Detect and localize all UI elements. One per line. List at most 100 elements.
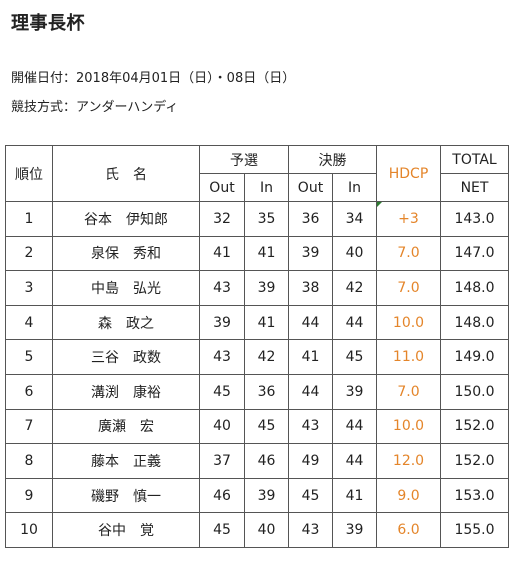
qualifier-out-cell: 45 bbox=[199, 373, 245, 410]
name-cell: 谷本 伊知郎 bbox=[52, 201, 200, 237]
hdcp-header: HDCP bbox=[376, 145, 441, 202]
comment-marker bbox=[377, 202, 382, 207]
table-row: 2 泉保 秀和 41 41 39 40 7.0 147.0 bbox=[5, 235, 509, 272]
qualifier-in-cell: 41 bbox=[244, 235, 289, 272]
net-cell: 148.0 bbox=[440, 304, 509, 341]
event-date: 開催日付：2018年04月01日（日）・08日（日） bbox=[11, 71, 296, 86]
final-out-cell: 43 bbox=[288, 512, 333, 548]
table-row: 7 廣瀬 宏 40 45 43 44 10.0 152.0 bbox=[5, 408, 509, 445]
rank-cell: 8 bbox=[5, 443, 53, 479]
qualifier-out-cell: 46 bbox=[199, 477, 245, 514]
final-out-header: Out bbox=[288, 173, 333, 202]
net-cell: 150.0 bbox=[440, 373, 509, 410]
final-out-cell: 45 bbox=[288, 477, 333, 514]
final-in-cell: 41 bbox=[332, 477, 377, 514]
hdcp-cell: 11.0 bbox=[376, 339, 441, 375]
final-out-cell: 39 bbox=[288, 235, 333, 272]
final-in-cell: 39 bbox=[332, 512, 377, 548]
rank-cell: 2 bbox=[5, 235, 53, 272]
qualifier-out-header: Out bbox=[199, 173, 245, 202]
qualifier-header: 予選 bbox=[199, 145, 289, 174]
qualifier-in-header: In bbox=[244, 173, 289, 202]
hdcp-cell: 7.0 bbox=[376, 373, 441, 410]
table-row: 9 磯野 慎一 46 39 45 41 9.0 153.0 bbox=[5, 477, 509, 514]
rank-header: 順位 bbox=[5, 145, 53, 202]
table-row: 5 三谷 政数 43 42 41 45 11.0 149.0 bbox=[5, 339, 509, 375]
net-cell: 152.0 bbox=[440, 408, 509, 445]
name-cell: 中島 弘光 bbox=[52, 270, 200, 306]
final-out-cell: 38 bbox=[288, 270, 333, 306]
hdcp-cell: 9.0 bbox=[376, 477, 441, 514]
table-row: 3 中島 弘光 43 39 38 42 7.0 148.0 bbox=[5, 270, 509, 306]
name-cell: 三谷 政数 bbox=[52, 339, 200, 375]
name-cell: 谷中 覚 bbox=[52, 512, 200, 548]
hdcp-cell: 7.0 bbox=[376, 270, 441, 306]
qualifier-in-cell: 40 bbox=[244, 512, 289, 548]
final-header: 決勝 bbox=[288, 145, 377, 174]
qualifier-out-cell: 43 bbox=[199, 339, 245, 375]
qualifier-out-cell: 41 bbox=[199, 235, 245, 272]
final-in-cell: 34 bbox=[332, 201, 377, 237]
competition-format: 競技方式：アンダーハンディ bbox=[11, 100, 179, 115]
hdcp-cell: 7.0 bbox=[376, 235, 441, 272]
qualifier-in-cell: 46 bbox=[244, 443, 289, 479]
net-cell: 153.0 bbox=[440, 477, 509, 514]
net-cell: 155.0 bbox=[440, 512, 509, 548]
table-row: 1 谷本 伊知郎 32 35 36 34 +3 143.0 bbox=[5, 201, 509, 237]
final-in-cell: 45 bbox=[332, 339, 377, 375]
table-row: 8 藤本 正義 37 46 49 44 12.0 152.0 bbox=[5, 443, 509, 479]
table-row: 10 谷中 覚 45 40 43 39 6.0 155.0 bbox=[5, 512, 509, 548]
final-in-cell: 40 bbox=[332, 235, 377, 272]
qualifier-out-cell: 32 bbox=[199, 201, 245, 237]
final-out-cell: 36 bbox=[288, 201, 333, 237]
rank-cell: 6 bbox=[5, 373, 53, 410]
hdcp-cell: 6.0 bbox=[376, 512, 441, 548]
final-out-cell: 49 bbox=[288, 443, 333, 479]
qualifier-in-cell: 39 bbox=[244, 270, 289, 306]
qualifier-in-cell: 41 bbox=[244, 304, 289, 341]
net-cell: 149.0 bbox=[440, 339, 509, 375]
rank-cell: 7 bbox=[5, 408, 53, 445]
final-out-cell: 44 bbox=[288, 304, 333, 341]
name-cell: 廣瀬 宏 bbox=[52, 408, 200, 445]
rank-cell: 10 bbox=[5, 512, 53, 548]
net-header: NET bbox=[440, 173, 509, 202]
final-out-cell: 44 bbox=[288, 373, 333, 410]
total-header: TOTAL bbox=[440, 145, 509, 174]
name-cell: 森 政之 bbox=[52, 304, 200, 341]
net-cell: 143.0 bbox=[440, 201, 509, 237]
name-cell: 泉保 秀和 bbox=[52, 235, 200, 272]
hdcp-header-label: HDCP bbox=[388, 165, 429, 182]
results-table: 順位 氏 名 予選 決勝 HDCP TOTAL Out In Out In NE… bbox=[5, 145, 509, 548]
qualifier-out-cell: 39 bbox=[199, 304, 245, 341]
net-cell: 147.0 bbox=[440, 235, 509, 272]
final-in-cell: 42 bbox=[332, 270, 377, 306]
net-cell: 152.0 bbox=[440, 443, 509, 479]
rank-cell: 1 bbox=[5, 201, 53, 237]
rank-cell: 4 bbox=[5, 304, 53, 341]
final-out-cell: 43 bbox=[288, 408, 333, 445]
rank-cell: 3 bbox=[5, 270, 53, 306]
name-header: 氏 名 bbox=[52, 145, 200, 202]
rank-cell: 9 bbox=[5, 477, 53, 514]
final-in-cell: 39 bbox=[332, 373, 377, 410]
final-out-cell: 41 bbox=[288, 339, 333, 375]
name-cell: 溝渕 康裕 bbox=[52, 373, 200, 410]
page-title: 理事長杯 bbox=[11, 13, 85, 34]
qualifier-in-cell: 35 bbox=[244, 201, 289, 237]
hdcp-cell: 10.0 bbox=[376, 408, 441, 445]
qualifier-out-cell: 37 bbox=[199, 443, 245, 479]
qualifier-in-cell: 39 bbox=[244, 477, 289, 514]
qualifier-in-cell: 42 bbox=[244, 339, 289, 375]
final-in-cell: 44 bbox=[332, 408, 377, 445]
net-cell: 148.0 bbox=[440, 270, 509, 306]
hdcp-cell: +3 bbox=[376, 201, 441, 237]
final-in-cell: 44 bbox=[332, 443, 377, 479]
qualifier-out-cell: 45 bbox=[199, 512, 245, 548]
name-cell: 磯野 慎一 bbox=[52, 477, 200, 514]
name-cell: 藤本 正義 bbox=[52, 443, 200, 479]
hdcp-cell: 12.0 bbox=[376, 443, 441, 479]
hdcp-cell: 10.0 bbox=[376, 304, 441, 341]
header-row-2: Out In Out In NET bbox=[6, 173, 509, 202]
